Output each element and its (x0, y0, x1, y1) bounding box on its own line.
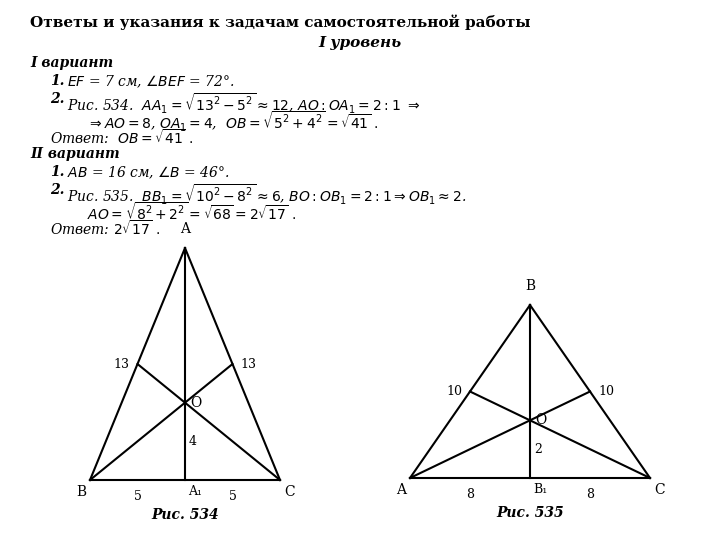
Text: C: C (284, 485, 294, 499)
Text: 10: 10 (598, 385, 614, 398)
Text: B₁: B₁ (533, 483, 547, 496)
Text: B: B (525, 279, 535, 293)
Text: Ответы и указания к задачам самостоятельной работы: Ответы и указания к задачам самостоятель… (30, 15, 531, 30)
Text: 1.: 1. (50, 74, 65, 88)
Text: Рис. 534: Рис. 534 (151, 508, 219, 522)
Text: Рис. 535.  $BB_1 = \sqrt{10^2-8^2}\approx 6$, $BO : OB_1 = 2:1\Rightarrow OB_1\a: Рис. 535. $BB_1 = \sqrt{10^2-8^2}\approx… (67, 183, 467, 207)
Text: Ответ: $2\sqrt{17}\ .$: Ответ: $2\sqrt{17}\ .$ (50, 219, 160, 238)
Text: O: O (535, 413, 546, 427)
Text: 8: 8 (466, 488, 474, 501)
Text: 4: 4 (189, 435, 197, 448)
Text: I вариант: I вариант (30, 56, 113, 70)
Text: A₁: A₁ (188, 485, 202, 498)
Text: 8: 8 (586, 488, 594, 501)
Text: Рис. 534.  $AA_1 = \sqrt{13^2-5^2}\approx 12$, $AO : OA_1 = 2:1\ \Rightarrow$: Рис. 534. $AA_1 = \sqrt{13^2-5^2}\approx… (67, 92, 420, 116)
Text: 5: 5 (134, 490, 141, 503)
Text: $AB$ = 16 см, $\angle B$ = 46°.: $AB$ = 16 см, $\angle B$ = 46°. (67, 165, 230, 181)
Text: 2.: 2. (50, 92, 65, 106)
Text: II вариант: II вариант (30, 147, 120, 161)
Text: $EF$ = 7 см, $\angle BEF$ = 72°.: $EF$ = 7 см, $\angle BEF$ = 72°. (67, 74, 235, 90)
Text: 2: 2 (534, 443, 542, 456)
Text: $\Rightarrow AO = 8$, $OA_1 = 4$,  $OB = \sqrt{5^2+4^2} = \sqrt{41}\ .$: $\Rightarrow AO = 8$, $OA_1 = 4$, $OB = … (87, 110, 379, 134)
Text: 13: 13 (240, 357, 256, 370)
Text: C: C (654, 483, 665, 497)
Text: Рис. 535: Рис. 535 (496, 506, 564, 520)
Text: A: A (180, 222, 190, 236)
Text: B: B (76, 485, 86, 499)
Text: 5: 5 (228, 490, 236, 503)
Text: 13: 13 (114, 357, 130, 370)
Text: A: A (396, 483, 406, 497)
Text: O: O (190, 396, 202, 410)
Text: $AO = \sqrt{8^2+2^2} = \sqrt{68} = 2\sqrt{17}\ .$: $AO = \sqrt{8^2+2^2} = \sqrt{68} = 2\sqr… (87, 201, 296, 223)
Text: 10: 10 (446, 385, 462, 398)
Text: 2.: 2. (50, 183, 65, 197)
Text: 1.: 1. (50, 165, 65, 179)
Text: I уровень: I уровень (318, 36, 402, 50)
Text: Ответ:  $OB = \sqrt{41}\ .$: Ответ: $OB = \sqrt{41}\ .$ (50, 128, 193, 147)
